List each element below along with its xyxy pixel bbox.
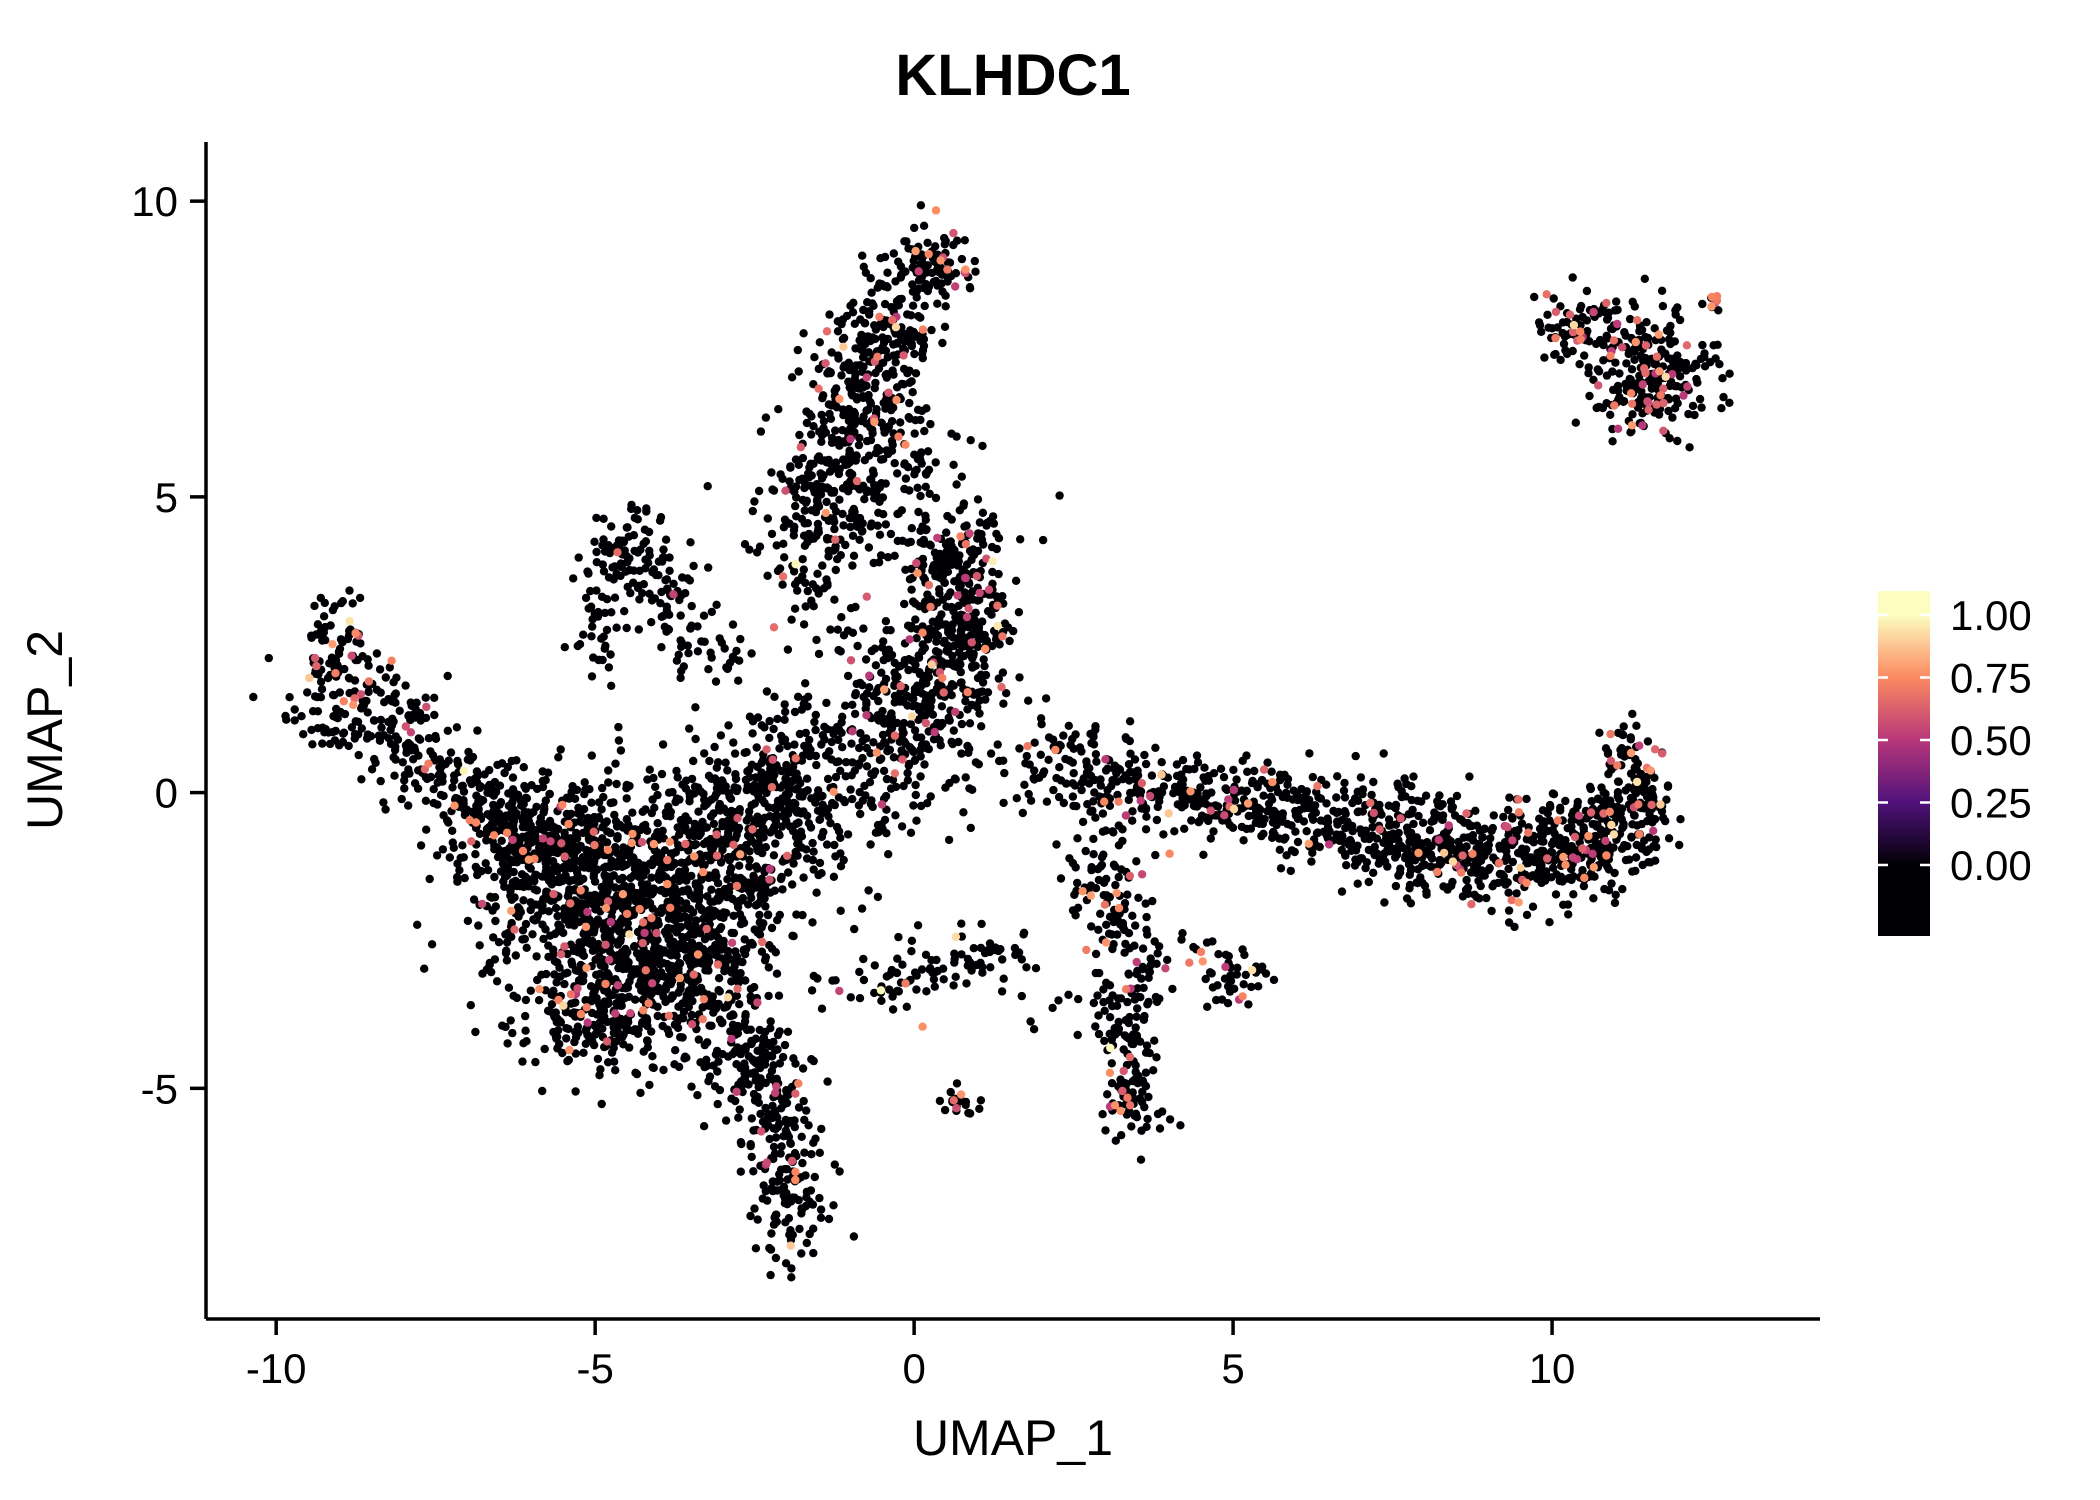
x-axis-title: UMAP_1 — [913, 1410, 1113, 1466]
colorbar-tick-label: 0.00 — [1950, 842, 2032, 889]
y-tick-label: 5 — [155, 474, 178, 521]
points-layer — [249, 201, 1734, 1282]
x-tick-label: 10 — [1529, 1345, 1576, 1392]
colorbar-tick-label: 1.00 — [1950, 592, 2032, 639]
colorbar-legend: 0.00 0.25 0.50 0.75 1.00 — [1878, 591, 2032, 936]
x-tick-label: -10 — [246, 1345, 307, 1392]
colorbar-tick-label: 0.75 — [1950, 655, 2032, 702]
axes: -10 -5 0 5 10 -5 0 5 10 — [131, 142, 1820, 1392]
x-tick-label: -5 — [576, 1345, 613, 1392]
y-tick-label: 10 — [131, 178, 178, 225]
x-tick-label: 5 — [1221, 1345, 1244, 1392]
y-tick-label: -5 — [141, 1065, 178, 1112]
x-tick-label: 0 — [902, 1345, 925, 1392]
plot-title: KLHDC1 — [895, 43, 1130, 108]
y-tick-label: 0 — [155, 770, 178, 817]
colorbar-tick-label: 0.25 — [1950, 780, 2032, 827]
colorbar-tick-label: 0.50 — [1950, 717, 2032, 764]
colorbar — [1878, 591, 1930, 936]
y-axis-title: UMAP_2 — [17, 630, 73, 830]
